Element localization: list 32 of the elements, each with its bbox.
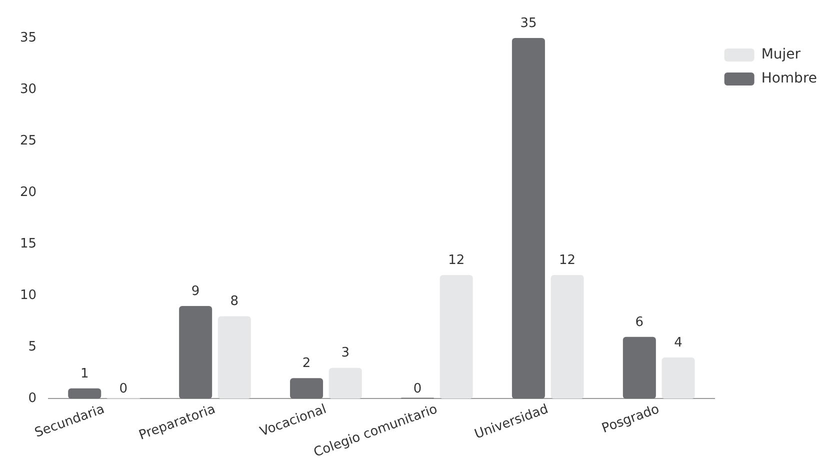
data-label: 12 [448,252,465,268]
bar [440,275,473,399]
data-label: 0 [413,382,422,397]
data-label: 9 [191,284,200,299]
bar [622,336,656,399]
y-tick-label: 35 [20,30,37,46]
y-tick-label: 5 [28,340,37,355]
y-tick-label: 20 [20,184,37,200]
bar [179,306,212,399]
data-label: 4 [674,335,682,350]
data-label: 12 [559,252,576,268]
data-label: 1 [80,366,89,382]
y-tick-label: 10 [20,288,37,304]
data-label: 35 [520,16,537,31]
legend-label: Hombre [761,70,818,87]
bar [550,275,584,399]
bar [68,388,102,399]
bar [290,378,324,399]
data-label: 3 [341,346,350,361]
bar [328,368,362,399]
y-tick-label: 15 [20,236,37,252]
bar [218,316,251,399]
data-label: 0 [119,382,128,397]
bar [512,38,545,399]
y-tick-label: 25 [20,133,37,148]
data-label: 8 [230,294,239,310]
y-tick-label: 30 [20,82,37,97]
data-label: 6 [635,314,644,330]
data-label: 2 [302,356,311,371]
bar [662,358,695,399]
legend-label: Mujer [761,46,801,63]
y-tick-label: 0 [28,391,37,406]
